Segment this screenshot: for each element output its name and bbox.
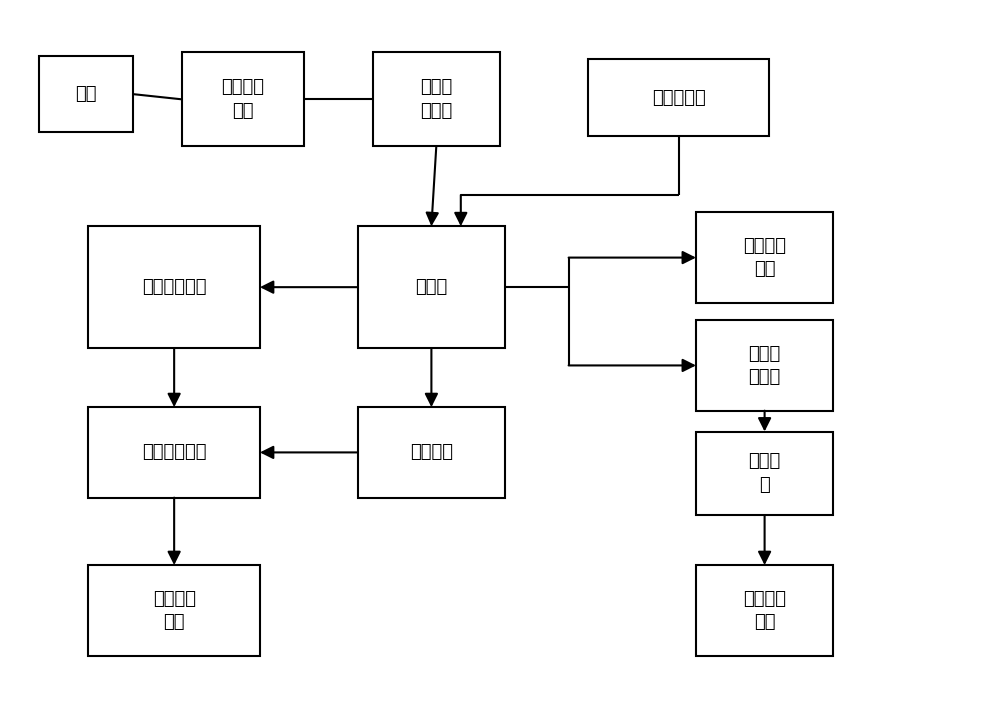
Bar: [373, 53, 500, 146]
Text: 温度传感器: 温度传感器: [652, 89, 706, 106]
Bar: [696, 320, 833, 410]
Text: 电源: 电源: [75, 85, 97, 103]
Bar: [88, 565, 260, 655]
Bar: [696, 212, 833, 303]
Text: 出水收
集模块: 出水收 集模块: [748, 344, 781, 386]
Text: 参数设
置模块: 参数设 置模块: [420, 79, 452, 120]
Bar: [39, 56, 132, 132]
Bar: [358, 226, 505, 348]
Bar: [88, 226, 260, 348]
Bar: [88, 408, 260, 498]
Bar: [696, 565, 833, 655]
Text: 搅拌装置: 搅拌装置: [410, 444, 453, 462]
Text: 污水配制
装置: 污水配制 装置: [153, 589, 196, 631]
Bar: [696, 432, 833, 515]
Bar: [182, 53, 304, 146]
Bar: [358, 408, 505, 498]
Text: 静态溶出装置: 静态溶出装置: [142, 444, 206, 462]
Bar: [588, 60, 769, 136]
Text: 温度控制单元: 温度控制单元: [142, 278, 206, 296]
Text: 人工交互
设备: 人工交互 设备: [221, 79, 264, 120]
Text: 控制器: 控制器: [415, 278, 448, 296]
Text: 动态试验
装置: 动态试验 装置: [743, 237, 786, 278]
Text: 人工交互
设备: 人工交互 设备: [743, 589, 786, 631]
Text: 检测装
置: 检测装 置: [748, 452, 781, 494]
